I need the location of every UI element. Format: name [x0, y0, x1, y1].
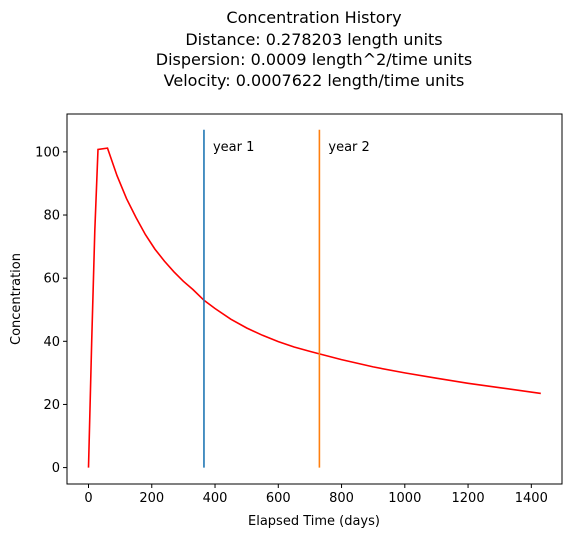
y-axis: 0 20 40 60 80 100 [35, 145, 67, 476]
x-tick-label: 0 [84, 491, 92, 506]
chart-title-line-2: Distance: 0.278203 length units [185, 30, 442, 49]
axes-frame [66, 113, 563, 485]
chart-title-line-1: Concentration History [226, 8, 401, 27]
y-tick-label: 60 [43, 272, 60, 287]
x-tick-label: 1000 [388, 491, 421, 506]
x-tick-label: 200 [139, 491, 164, 506]
y-tick-label: 40 [43, 335, 60, 350]
y-axis-label: Concentration [9, 253, 24, 345]
x-axis-label: Elapsed Time (days) [248, 514, 380, 529]
x-tick-label: 1200 [452, 491, 485, 506]
y-tick-label: 0 [52, 461, 60, 476]
vline-label-year-1: year 1 [213, 140, 254, 155]
y-tick-label: 20 [43, 398, 60, 413]
x-axis: 0 200 400 600 800 1000 1200 1400 [84, 484, 548, 506]
y-tick-label: 80 [43, 209, 60, 224]
x-tick-label: 400 [203, 491, 228, 506]
x-tick-label: 1400 [515, 491, 548, 506]
y-tick-label: 100 [35, 145, 60, 160]
chart-title: Concentration History Distance: 0.278203… [156, 8, 472, 90]
chart-title-line-3: Dispersion: 0.0009 length^2/time units [156, 50, 472, 69]
concentration-series-line [87, 147, 541, 468]
plot-area: year 1 year 2 [87, 129, 541, 468]
x-tick-label: 800 [329, 491, 354, 506]
x-tick-label: 600 [266, 491, 291, 506]
vline-label-year-2: year 2 [328, 140, 369, 155]
chart-title-line-4: Velocity: 0.0007622 length/time units [164, 71, 465, 90]
